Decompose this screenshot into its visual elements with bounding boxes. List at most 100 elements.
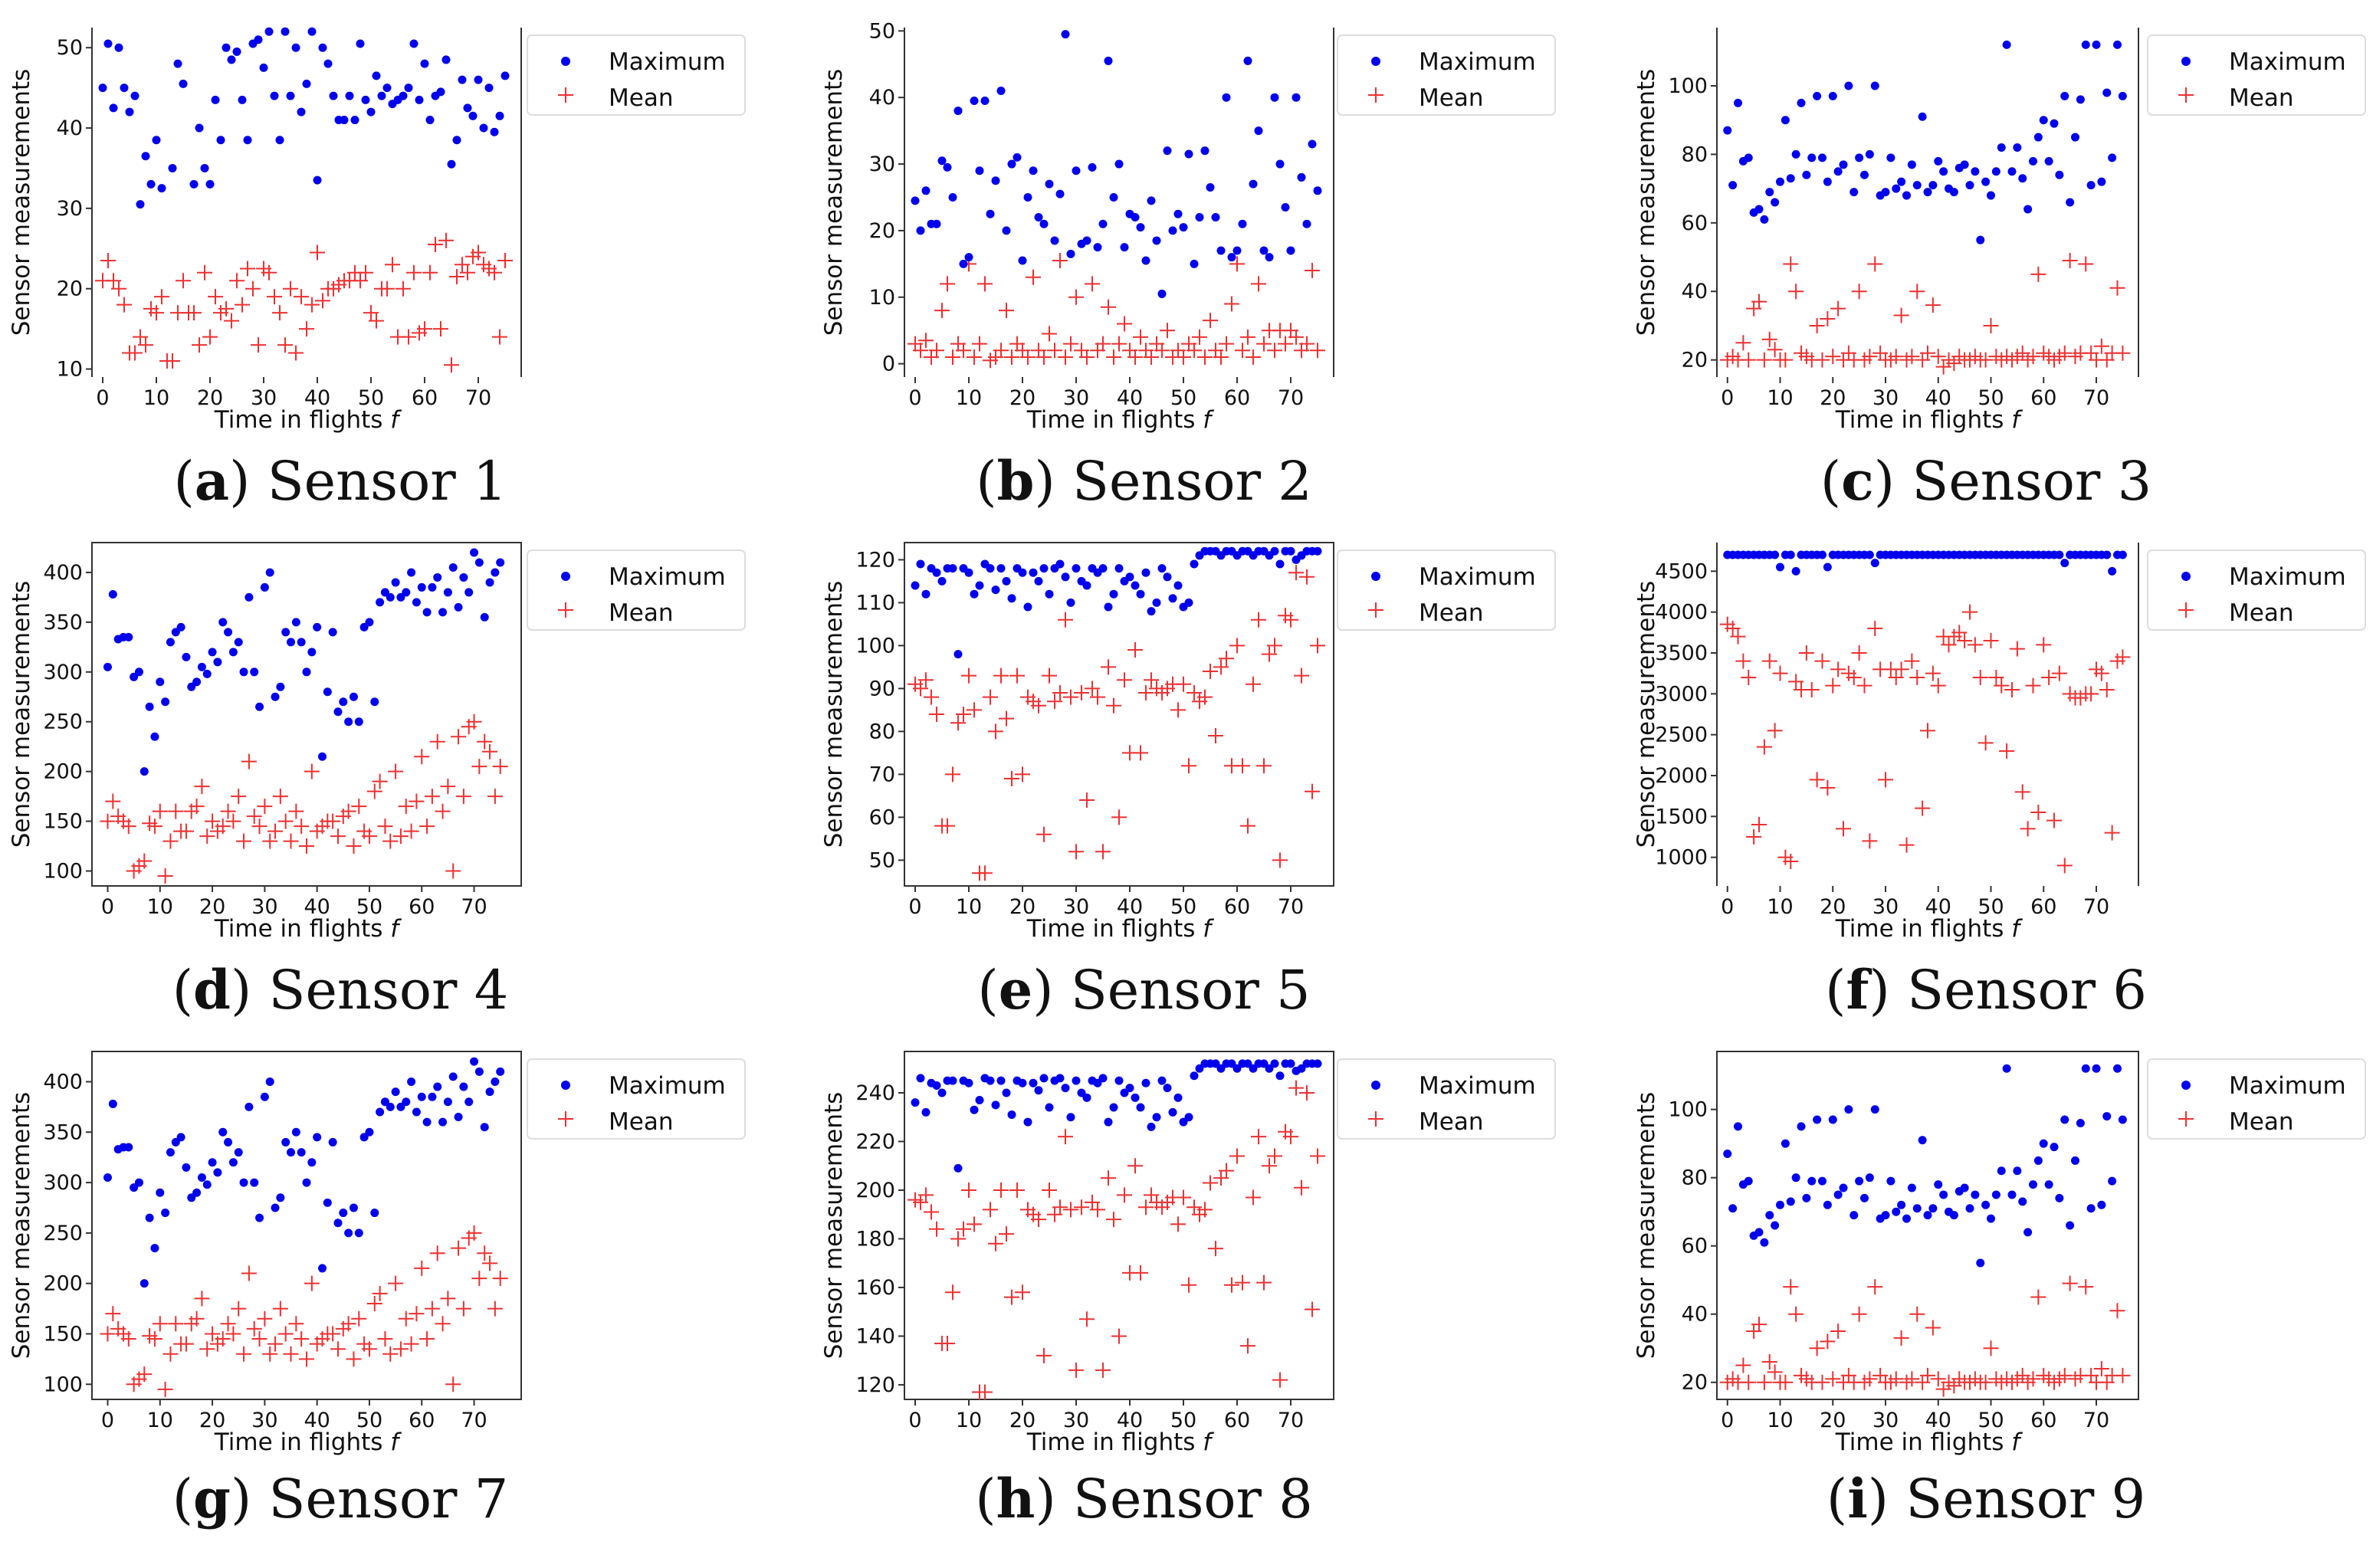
maximum-point xyxy=(361,95,370,104)
mean-point xyxy=(1106,697,1121,713)
x-tick-label: 50 xyxy=(1978,895,2004,919)
mean-series xyxy=(95,232,513,373)
mean-point xyxy=(215,818,231,835)
mean-point xyxy=(983,689,998,705)
x-tick-label: 50 xyxy=(1978,1409,2004,1432)
mean-point xyxy=(1788,284,1804,300)
mean-point xyxy=(1240,1338,1255,1354)
mean-point xyxy=(149,305,164,321)
x-axis-label: Time in flights f xyxy=(1026,406,1214,434)
maximum-point xyxy=(996,564,1006,573)
maximum-point xyxy=(1734,98,1742,107)
maximum-point xyxy=(399,91,408,100)
maximum-point xyxy=(1029,568,1038,577)
mean-point xyxy=(1814,653,1830,669)
mean-point xyxy=(194,779,210,795)
y-tick-label: 2500 xyxy=(1655,723,1708,747)
maximum-point xyxy=(1018,1078,1027,1087)
maximum-point xyxy=(275,136,284,145)
maximum-point xyxy=(1216,1064,1226,1073)
maximum-point xyxy=(479,123,488,133)
maximum-point xyxy=(255,702,264,711)
maximum-point xyxy=(359,1133,369,1142)
mean-point xyxy=(189,1310,205,1327)
mean-point xyxy=(477,733,493,750)
maximum-point xyxy=(1839,1183,1848,1192)
mean-point xyxy=(325,1326,341,1342)
mean-point xyxy=(1925,1320,1941,1336)
maximum-point xyxy=(1173,209,1183,218)
maximum-point xyxy=(485,1087,494,1097)
y-tick-label: 2000 xyxy=(1655,764,1708,788)
maximum-point xyxy=(1109,1103,1118,1112)
legend-box xyxy=(2147,1058,2366,1140)
maximum-point xyxy=(323,687,332,697)
caption-letter: b xyxy=(997,449,1035,513)
maximum-point xyxy=(2029,156,2037,166)
mean-point xyxy=(2093,338,2109,354)
maximum-point xyxy=(1098,219,1108,228)
mean-point xyxy=(1783,1279,1799,1295)
mean-point xyxy=(136,853,153,869)
mean-point xyxy=(429,733,445,750)
maximum-point xyxy=(234,1148,243,1157)
x-tick-label: 40 xyxy=(304,1409,330,1432)
mean-point xyxy=(950,715,966,731)
maximum-point xyxy=(224,628,233,637)
x-tick-label: 60 xyxy=(2030,895,2056,919)
maximum-point xyxy=(166,1148,175,1157)
maximum-point xyxy=(970,1105,979,1114)
mean-point xyxy=(1756,739,1772,755)
mean-point xyxy=(1197,349,1213,365)
mean-point xyxy=(487,789,503,805)
caption-text: Sensor 8 xyxy=(1073,1468,1313,1530)
maximum-point xyxy=(260,582,269,592)
mean-point xyxy=(1170,702,1186,718)
maximum-point xyxy=(1987,1214,1995,1223)
mean-point xyxy=(310,244,325,261)
maximum-point xyxy=(1981,1200,1991,1209)
mean-point xyxy=(105,793,121,809)
mean-point xyxy=(157,868,173,884)
mean-point xyxy=(1251,1129,1266,1145)
maximum-point xyxy=(1039,564,1049,573)
maximum-point xyxy=(130,1183,139,1192)
mean-point xyxy=(1052,1199,1068,1215)
maximum-point xyxy=(1997,143,2006,152)
mean-point xyxy=(1133,745,1148,761)
maximum-point xyxy=(197,1173,206,1182)
mean-point xyxy=(440,779,456,795)
mean-point xyxy=(388,1275,404,1291)
y-tick-label: 100 xyxy=(855,634,895,658)
mean-point xyxy=(1283,612,1298,628)
mean-point xyxy=(1197,1202,1213,1218)
maximum-point xyxy=(313,1133,322,1142)
x-axis-label: Time in flights f xyxy=(1835,406,2023,434)
mean-point xyxy=(1047,343,1062,359)
mean-point xyxy=(1741,1374,1757,1390)
maximum-point xyxy=(2050,1143,2059,1152)
mean-point xyxy=(1224,1277,1239,1293)
maximum-point xyxy=(458,75,467,84)
mean-point xyxy=(1219,1163,1234,1179)
mean-point xyxy=(1256,1274,1272,1291)
mean-point xyxy=(1761,653,1777,669)
maximum-point xyxy=(1828,1115,1837,1124)
maximum-point xyxy=(171,1137,180,1146)
maximum-point xyxy=(1157,1076,1167,1085)
mean-point xyxy=(977,865,993,881)
mean-point xyxy=(451,1240,467,1256)
maximum-point xyxy=(495,111,504,120)
maximum-point xyxy=(1971,167,1980,176)
mean-series xyxy=(1719,1275,2131,1397)
mean-point xyxy=(477,1245,493,1261)
mean-point xyxy=(382,1346,399,1362)
mean-point xyxy=(1893,661,1909,677)
mean-point xyxy=(1756,352,1772,368)
maximum-point xyxy=(1771,550,1780,559)
mean-point xyxy=(1867,621,1883,636)
mean-point xyxy=(2078,1279,2094,1295)
x-tick-label: 70 xyxy=(2083,1409,2109,1432)
chart-panel-f: 0 10 20 30 40 50 60 70 1000 1500 2000 2500 3000 3500 4… xyxy=(1633,543,2366,1022)
maximum-point xyxy=(1002,576,1011,586)
